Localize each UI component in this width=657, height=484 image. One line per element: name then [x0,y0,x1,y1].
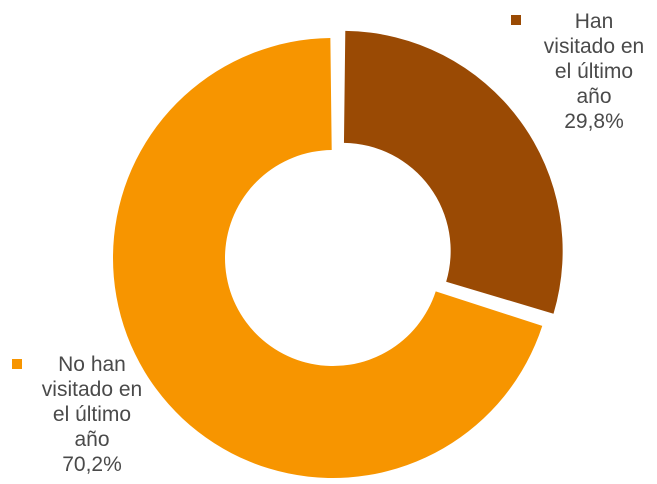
label-visited-line-2: visitado en [544,35,644,58]
label-visited: Han visitado en el último año 29,8% [511,10,644,133]
donut-slice-not-visited [112,38,543,478]
label-not-visited-line-4: año [74,428,109,451]
label-visited-line-1: Han [575,10,614,33]
label-visited-line-4: año [576,85,611,108]
label-visited-value: 29,8% [564,110,624,133]
label-not-visited-line-1: No han [58,353,126,376]
legend-marker-not-visited [12,359,22,369]
slices-group [112,30,563,478]
label-not-visited-value: 70,2% [62,453,122,476]
label-visited-line-3: el último [555,60,633,83]
label-not-visited-line-2: visitado en [42,378,142,401]
donut-slice-visited [343,30,563,314]
label-not-visited: No han visitado en el último año 70,2% [12,353,142,476]
legend-marker-visited [511,15,521,25]
label-not-visited-line-3: el último [53,403,131,426]
